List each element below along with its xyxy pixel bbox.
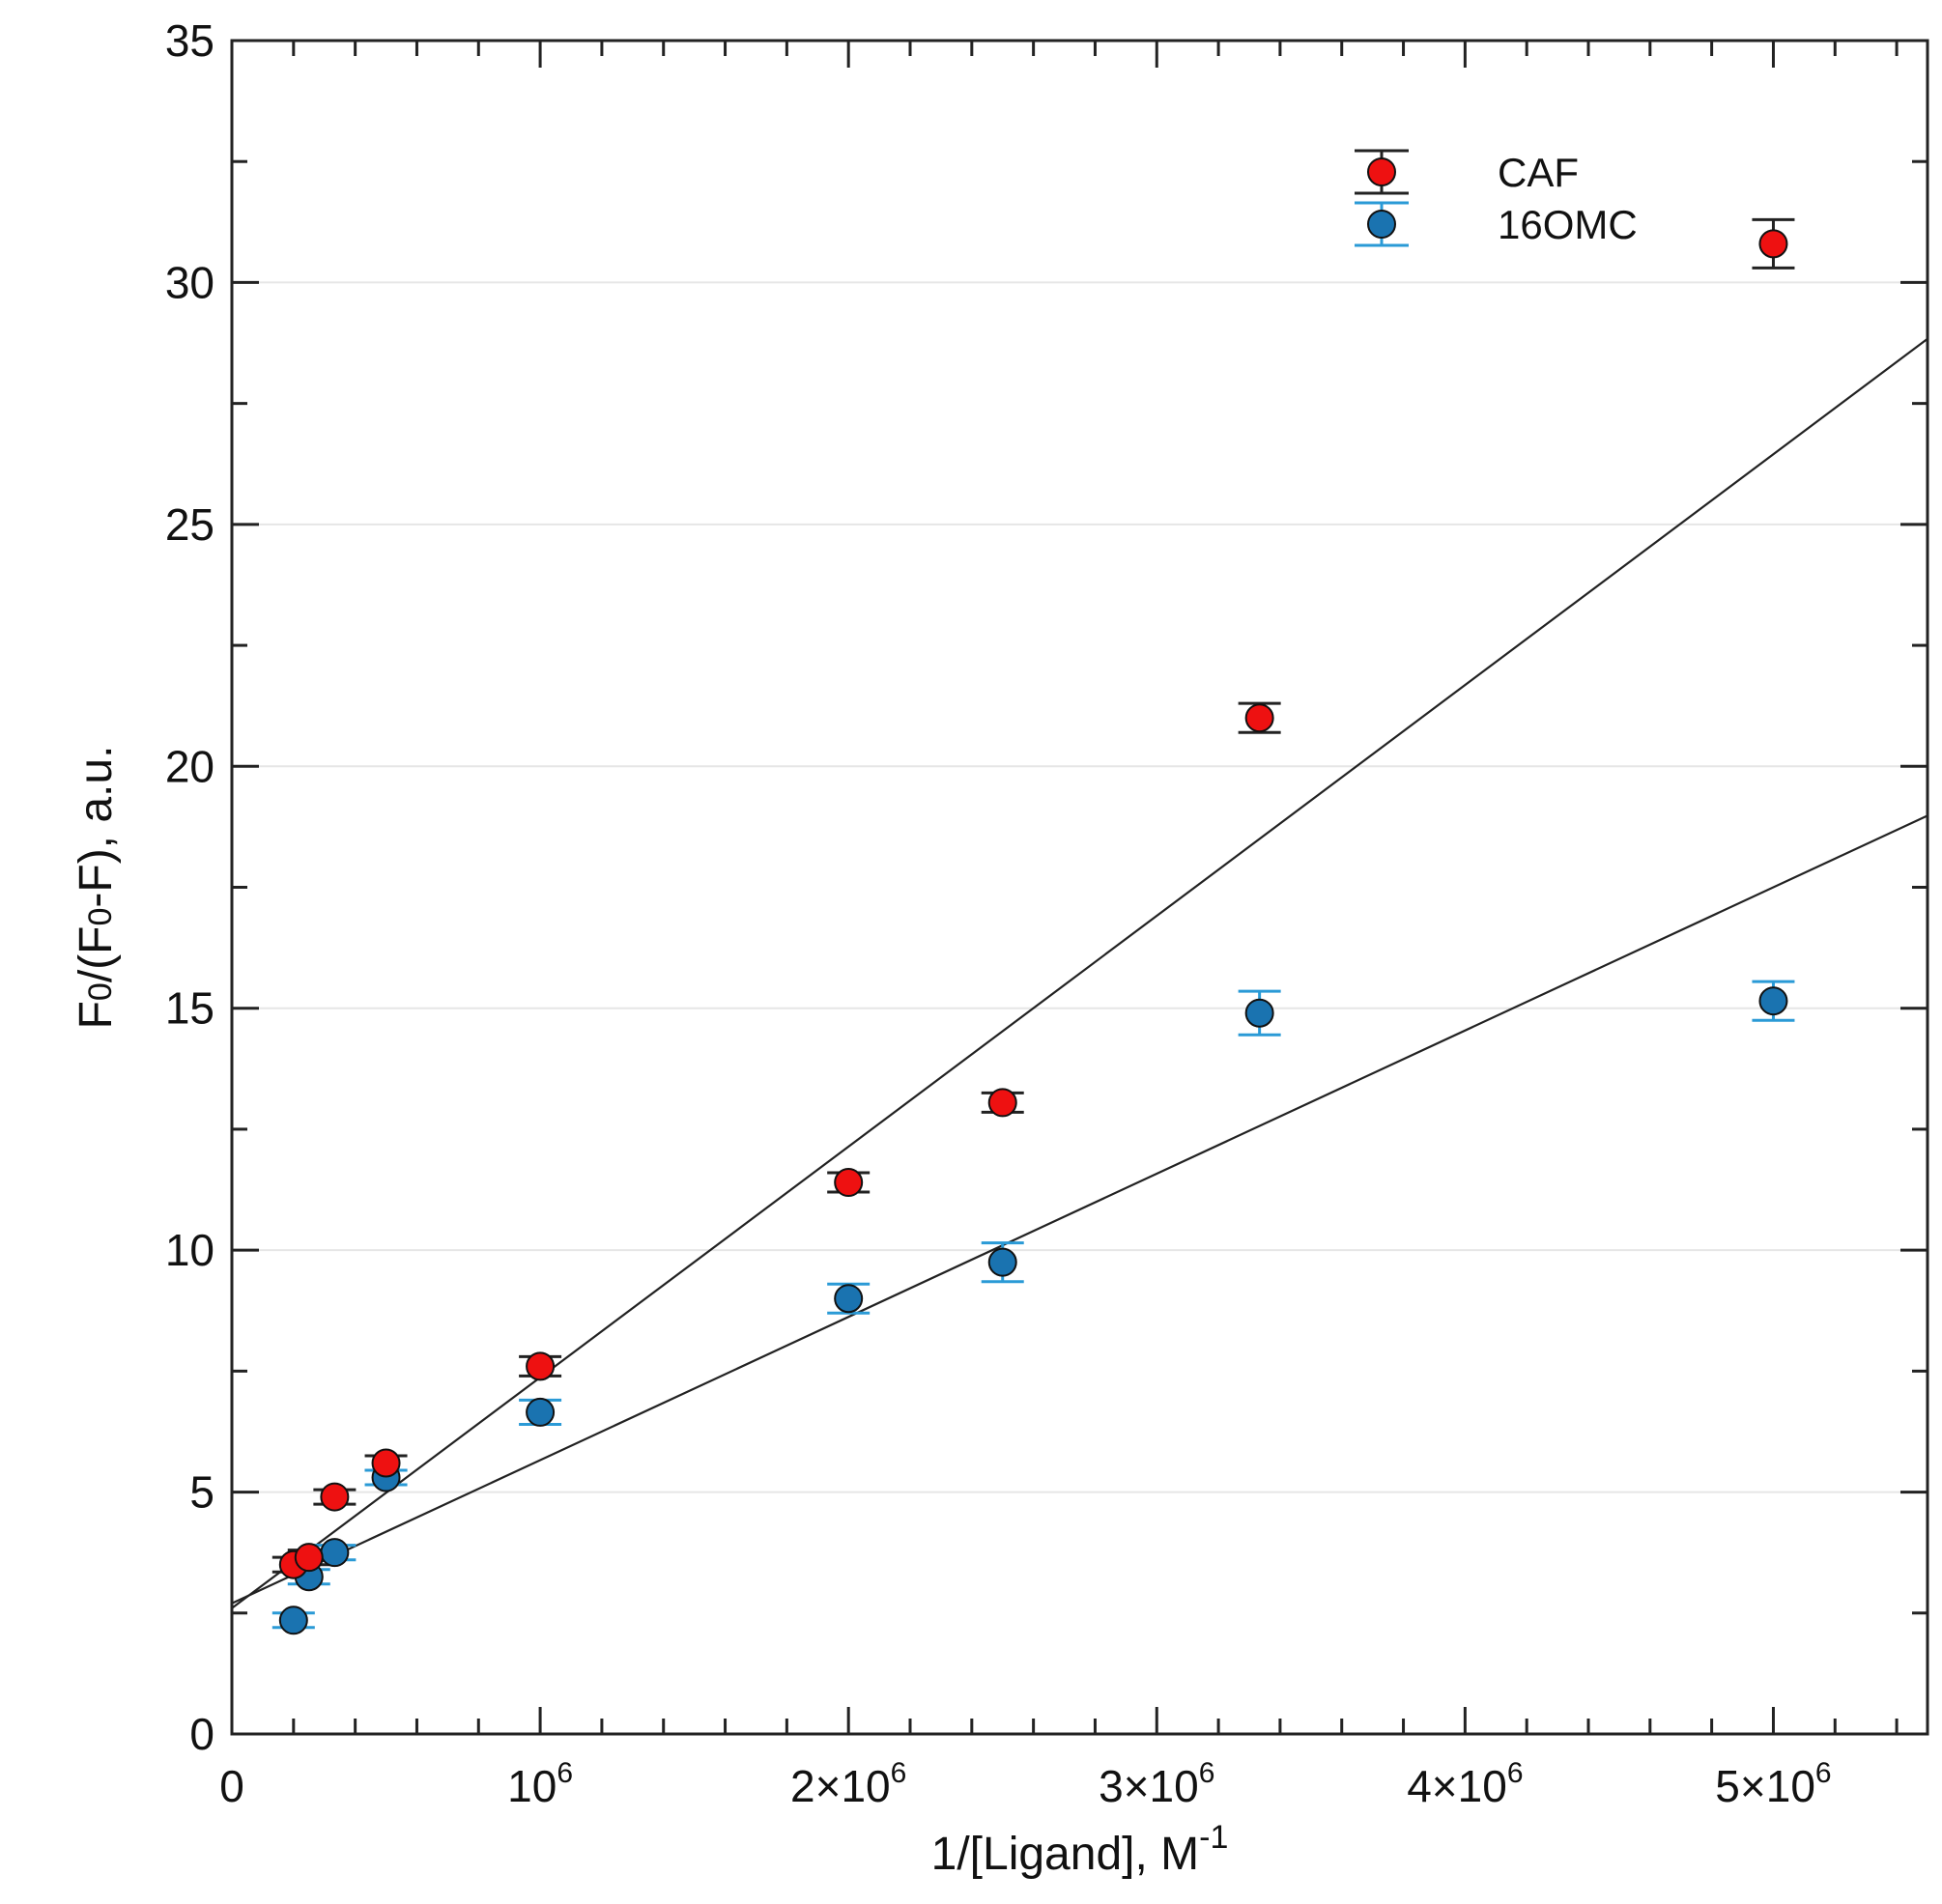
y-tick-label: 20 bbox=[165, 741, 214, 791]
legend-label-16omc: 16OMC bbox=[1498, 202, 1638, 247]
y-axis-label-part-3: -F), a.u. bbox=[71, 746, 122, 908]
data-points bbox=[278, 229, 1788, 1635]
x-tick-label: 0 bbox=[219, 1761, 244, 1811]
y-axis-label-part-2: /(F bbox=[71, 926, 122, 983]
data-point-caf bbox=[294, 1543, 324, 1573]
y-axis-label-subscript-2: 0 bbox=[82, 908, 119, 926]
x-tick-label-base: 3×10 bbox=[1099, 1761, 1199, 1811]
y-tick-labels: 0 5 10 15 20 25 30 35 bbox=[165, 15, 214, 1759]
x-tick-label-base: 5×10 bbox=[1715, 1761, 1815, 1811]
fit-lines bbox=[231, 337, 1928, 1609]
x-axis-label-text: 1/[Ligand], M bbox=[931, 1829, 1200, 1880]
y-tick-label: 30 bbox=[165, 257, 214, 307]
x-tick-label: 106 bbox=[507, 1757, 573, 1811]
x-tick-label-base: 0 bbox=[219, 1761, 244, 1811]
x-axis-label: 1/[Ligand], M-1 bbox=[931, 1819, 1229, 1880]
data-point-16omc bbox=[278, 1606, 308, 1635]
x-tick-label: 2×106 bbox=[790, 1757, 906, 1811]
data-point-16omc bbox=[987, 1247, 1017, 1277]
x-tick-label: 4×106 bbox=[1407, 1757, 1523, 1811]
x-tick-label-exponent: 6 bbox=[1507, 1757, 1524, 1789]
data-point-16omc bbox=[834, 1284, 864, 1314]
legend-label-caf: CAF bbox=[1498, 150, 1579, 195]
x-tick-labels: 0 106 2×106 3×106 4×106 5×106 bbox=[219, 1757, 1831, 1811]
data-point-16omc bbox=[1758, 986, 1788, 1016]
data-point-16omc bbox=[1244, 998, 1274, 1028]
data-point-caf bbox=[987, 1088, 1017, 1118]
y-tick-label: 35 bbox=[165, 15, 214, 66]
data-point-caf bbox=[526, 1351, 556, 1381]
x-tick-label-exponent: 6 bbox=[1815, 1757, 1832, 1789]
x-axis-label-superscript: -1 bbox=[1199, 1819, 1228, 1856]
data-point-caf bbox=[1244, 703, 1274, 733]
legend: CAF 16OMC bbox=[1355, 149, 1638, 247]
x-tick-label-base: 2×10 bbox=[790, 1761, 891, 1811]
legend-marker-16omc bbox=[1367, 210, 1396, 239]
y-tick-label: 5 bbox=[189, 1467, 214, 1518]
x-tick-label-base: 4×10 bbox=[1407, 1761, 1507, 1811]
x-tick-label-exponent: 6 bbox=[557, 1757, 573, 1789]
data-point-caf bbox=[834, 1168, 864, 1198]
fit-line-16omc bbox=[231, 814, 1928, 1605]
y-axis-label: F0/(F0-F), a.u. bbox=[71, 746, 122, 1030]
gridlines bbox=[232, 281, 1928, 1493]
y-tick-label: 25 bbox=[165, 499, 214, 550]
x-tick-label-exponent: 6 bbox=[891, 1757, 907, 1789]
x-tick-label-base: 10 bbox=[507, 1761, 557, 1811]
data-point-caf bbox=[320, 1482, 350, 1512]
y-tick-label: 0 bbox=[189, 1709, 214, 1759]
y-tick-label: 10 bbox=[165, 1225, 214, 1275]
y-axis-label-part-1: F bbox=[71, 1001, 122, 1029]
axis-ticks bbox=[230, 39, 1928, 1736]
y-tick-label: 15 bbox=[165, 983, 214, 1034]
data-point-caf bbox=[371, 1448, 401, 1478]
data-point-16omc bbox=[320, 1538, 350, 1568]
data-point-caf bbox=[1758, 229, 1788, 259]
legend-marker-caf bbox=[1367, 157, 1396, 186]
fit-line-caf bbox=[231, 337, 1928, 1609]
x-tick-label-exponent: 6 bbox=[1199, 1757, 1215, 1789]
x-tick-label: 5×106 bbox=[1715, 1757, 1831, 1811]
data-point-16omc bbox=[526, 1397, 556, 1427]
x-tick-label: 3×106 bbox=[1099, 1757, 1214, 1811]
y-axis-label-subscript-1: 0 bbox=[82, 982, 119, 1001]
